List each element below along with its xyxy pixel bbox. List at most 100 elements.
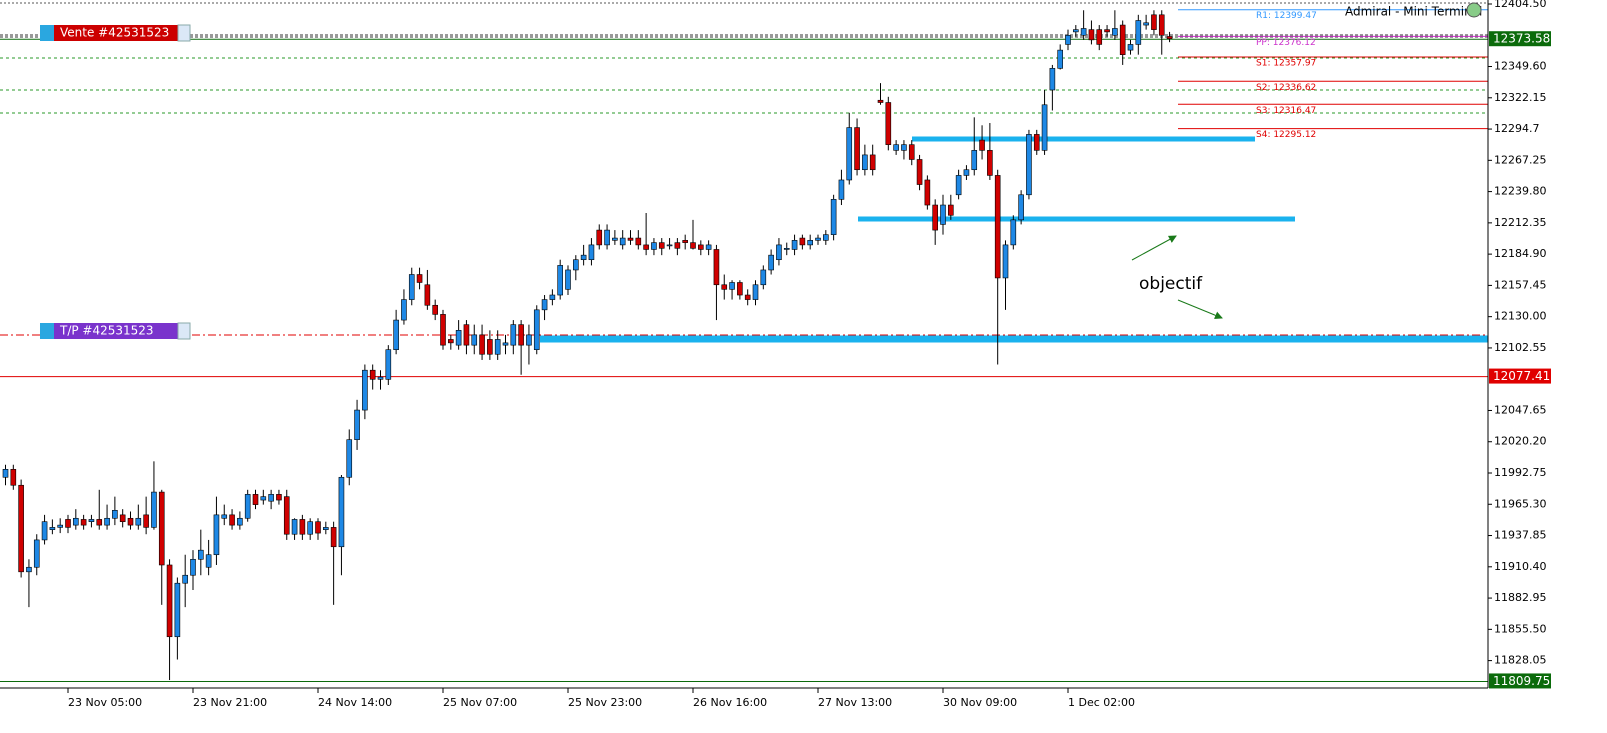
candle-body [119, 514, 126, 522]
candle-body [88, 519, 95, 522]
order-tag[interactable]: T/P #42531523 [40, 322, 191, 340]
y-tick-label: 11855.50 [1494, 622, 1547, 635]
x-tick-label: 27 Nov 13:00 [818, 696, 892, 709]
candle-body [338, 476, 345, 548]
y-tick-label: 12020.20 [1494, 435, 1547, 448]
candle-body [604, 229, 610, 246]
terminal-icon[interactable] [1466, 2, 1482, 18]
candle-body [1041, 104, 1048, 151]
candle-body [229, 514, 235, 526]
candle-body [674, 242, 681, 249]
annotation: objectif [1139, 274, 1203, 294]
y-tick-label: 11910.40 [1494, 560, 1547, 573]
candle-body [916, 159, 923, 185]
candle-body [908, 144, 915, 160]
candle-body [362, 369, 368, 411]
candle-body [33, 539, 40, 568]
candle-body [619, 237, 626, 246]
candle-body [596, 229, 603, 246]
candle-body [862, 154, 868, 171]
candle-body [346, 439, 353, 478]
candle-body [57, 524, 63, 528]
x-tick-label: 25 Nov 23:00 [568, 696, 642, 709]
order-box[interactable] [40, 25, 190, 41]
candle-body [854, 127, 860, 171]
candle-body [330, 527, 337, 548]
candle-body [198, 549, 204, 560]
x-tick-label: 25 Nov 07:00 [443, 696, 517, 709]
pivot-label: S1: 12357.97 [1256, 58, 1316, 68]
price-tag-label: 12373.58 [1493, 32, 1550, 46]
candle-body [471, 334, 478, 346]
candle-body [268, 494, 274, 502]
arrow [1131, 235, 1177, 261]
candle-body [385, 349, 392, 380]
candle-body [815, 237, 821, 241]
candle-body [41, 521, 48, 541]
y-tick-label: 12267.25 [1494, 153, 1547, 166]
y-tick-label: 11965.30 [1494, 497, 1547, 510]
candle-body [627, 237, 634, 241]
candle-body [158, 491, 165, 566]
candle-body [401, 299, 407, 321]
candle-body [127, 517, 134, 526]
candle-body [1127, 44, 1134, 51]
candle-body [744, 294, 751, 300]
candle-body [690, 242, 696, 249]
candle-body [205, 554, 212, 568]
candle-body [440, 314, 446, 346]
candle-body [541, 299, 548, 311]
candle-body [658, 242, 665, 249]
candle-body [494, 339, 501, 355]
candle-body [479, 334, 485, 355]
candle-body [1119, 24, 1126, 55]
candle-body [565, 269, 571, 290]
candle-body [221, 514, 228, 519]
candle-body [104, 517, 110, 526]
x-tick-label: 1 Dec 02:00 [1068, 696, 1135, 709]
y-tick-label: 11992.75 [1494, 466, 1547, 479]
candle-body [823, 234, 829, 241]
y-tick-label: 12130.00 [1494, 310, 1547, 323]
candle-body [666, 244, 673, 247]
y-tick-label: 11937.85 [1494, 529, 1547, 542]
candle-body [885, 102, 892, 145]
candle-body [283, 496, 290, 535]
candle-body [2, 468, 9, 478]
candle-body [721, 284, 728, 290]
candle-body [948, 204, 954, 216]
candle-body [291, 519, 298, 535]
candle-body [463, 324, 470, 346]
candle-body [1080, 28, 1087, 36]
candle-body [1112, 28, 1118, 36]
candle-body [1002, 244, 1009, 279]
candle-body [830, 199, 837, 235]
order-handle [177, 24, 191, 42]
candle-body [807, 240, 813, 246]
order-box[interactable] [40, 323, 190, 339]
candle-body [1026, 134, 1032, 196]
y-tick-label: 12047.65 [1494, 403, 1547, 416]
candle-body [510, 324, 517, 346]
candle-body [315, 521, 321, 534]
candle-body [1033, 134, 1040, 151]
terminal-label: Admiral - Mini Terminal [1345, 5, 1482, 19]
x-tick-label: 23 Nov 05:00 [68, 696, 142, 709]
candle-body [432, 304, 438, 315]
candle-body [713, 249, 720, 286]
order-tag[interactable]: Vente #42531523 [40, 24, 191, 42]
candle-body [783, 248, 790, 250]
order-handle [177, 322, 191, 340]
pivot-label: R1: 12399.47 [1256, 11, 1317, 21]
price-tag [1489, 31, 1551, 47]
candle-body [369, 369, 376, 380]
pivot-label: S4: 12295.12 [1256, 130, 1316, 140]
candle-body [73, 517, 79, 526]
candle-body [838, 179, 845, 200]
candle-body [1143, 22, 1149, 26]
candle-body [651, 242, 657, 250]
price-tag-label: 12077.41 [1493, 369, 1550, 383]
candle-body [901, 144, 907, 151]
